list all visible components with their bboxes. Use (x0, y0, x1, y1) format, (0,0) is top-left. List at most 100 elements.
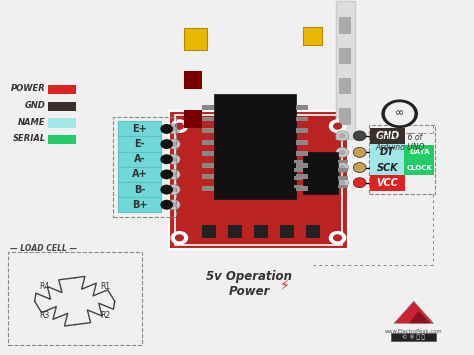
Text: DATA: DATA (409, 149, 429, 155)
Ellipse shape (385, 102, 414, 125)
Text: A+: A+ (132, 169, 147, 179)
Ellipse shape (353, 163, 366, 173)
FancyBboxPatch shape (118, 152, 161, 167)
Bar (202, 151, 214, 156)
Ellipse shape (170, 187, 177, 192)
Bar (202, 186, 214, 191)
Bar (214, 94, 296, 199)
Ellipse shape (167, 154, 180, 164)
Bar (112, 116, 176, 217)
Text: POWER: POWER (11, 84, 46, 93)
Ellipse shape (382, 99, 418, 128)
Bar (296, 151, 308, 156)
Bar (202, 128, 214, 133)
Text: www.ElectroPeak.com: www.ElectroPeak.com (385, 328, 443, 333)
Ellipse shape (170, 126, 177, 132)
Bar (202, 225, 216, 238)
Ellipse shape (167, 200, 180, 210)
Ellipse shape (339, 165, 346, 170)
Polygon shape (394, 301, 434, 323)
Text: — LOAD CELL —: — LOAD CELL — (10, 244, 77, 253)
Bar (296, 128, 308, 133)
FancyBboxPatch shape (370, 159, 405, 175)
Text: A-: A- (134, 154, 146, 164)
Bar (296, 174, 308, 179)
Bar (294, 168, 303, 172)
Bar (184, 71, 202, 89)
Ellipse shape (170, 157, 177, 162)
Ellipse shape (339, 133, 346, 138)
Bar (294, 185, 303, 188)
Ellipse shape (160, 139, 173, 149)
FancyBboxPatch shape (370, 144, 405, 160)
Bar (296, 163, 308, 168)
FancyBboxPatch shape (118, 136, 161, 152)
FancyBboxPatch shape (370, 128, 405, 144)
Text: R3: R3 (39, 311, 49, 320)
Bar (338, 160, 348, 163)
Bar (202, 174, 214, 179)
Ellipse shape (170, 172, 177, 177)
Ellipse shape (336, 178, 348, 188)
Bar (303, 27, 322, 45)
Ellipse shape (339, 180, 346, 185)
Bar (339, 17, 351, 34)
Text: E+: E+ (132, 124, 147, 134)
Bar (296, 105, 308, 110)
Ellipse shape (160, 185, 173, 195)
Ellipse shape (167, 169, 180, 179)
Bar (202, 105, 214, 110)
FancyBboxPatch shape (404, 145, 435, 159)
Bar (48, 135, 76, 144)
Text: Pin 5 & 6 of
Arduino UNO: Pin 5 & 6 of Arduino UNO (375, 132, 424, 152)
Bar (48, 85, 76, 94)
Ellipse shape (336, 163, 348, 173)
Bar (303, 152, 338, 194)
FancyBboxPatch shape (118, 197, 161, 212)
Text: B+: B+ (132, 200, 147, 210)
Ellipse shape (160, 200, 173, 210)
Text: B-: B- (134, 185, 146, 195)
Bar (8, 252, 142, 345)
Text: CLOCK: CLOCK (407, 164, 432, 170)
Text: GND: GND (375, 131, 400, 141)
Bar (254, 225, 268, 238)
Bar (48, 102, 76, 111)
Bar (296, 116, 308, 121)
Ellipse shape (336, 147, 348, 157)
Ellipse shape (160, 124, 173, 134)
Text: NAME: NAME (18, 118, 46, 126)
Ellipse shape (171, 119, 188, 133)
Bar (338, 176, 348, 180)
Ellipse shape (171, 231, 188, 245)
Bar (228, 225, 242, 238)
Ellipse shape (353, 131, 366, 141)
Text: © ® ⓒ ⓑ: © ® ⓒ ⓑ (402, 334, 425, 340)
Ellipse shape (160, 169, 173, 179)
Ellipse shape (175, 122, 184, 130)
Bar (369, 125, 436, 194)
Bar (338, 168, 348, 172)
Ellipse shape (329, 231, 346, 245)
Bar (202, 163, 214, 168)
Bar (296, 140, 308, 144)
Ellipse shape (167, 185, 180, 195)
Ellipse shape (333, 234, 342, 241)
FancyBboxPatch shape (370, 175, 405, 191)
Ellipse shape (329, 119, 346, 133)
Text: E-: E- (134, 139, 145, 149)
Text: SCK: SCK (377, 163, 398, 173)
Text: ⚡: ⚡ (280, 279, 289, 293)
Ellipse shape (353, 178, 366, 188)
Bar (294, 176, 303, 180)
Ellipse shape (170, 141, 177, 147)
Bar (184, 110, 202, 127)
Bar (306, 225, 319, 238)
Text: R2: R2 (100, 311, 110, 320)
Text: ∞: ∞ (395, 108, 404, 118)
Bar (339, 108, 351, 125)
Bar (296, 186, 308, 191)
Ellipse shape (336, 131, 348, 141)
Bar (280, 225, 294, 238)
Text: 5v Operation
Power: 5v Operation Power (206, 269, 292, 297)
